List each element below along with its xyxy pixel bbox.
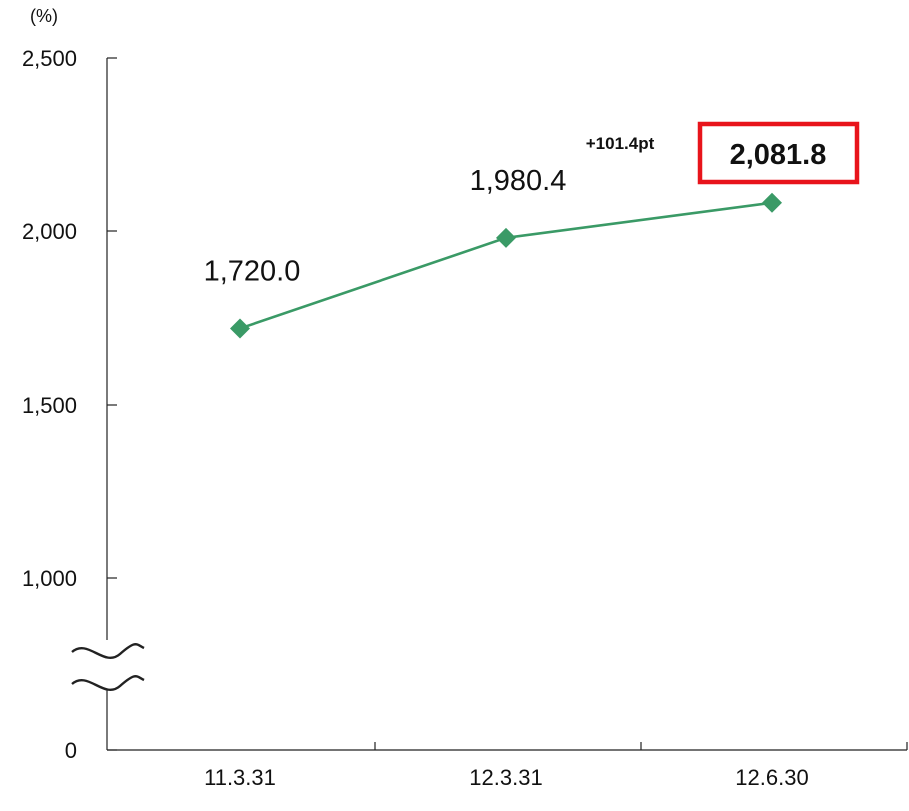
axis-break-icon [71, 640, 145, 691]
data-point-0 [230, 318, 250, 339]
x-tick-label-1: 12.3.31 [469, 765, 542, 790]
data-label-2: 2,081.8 [730, 139, 827, 171]
y-tick-2500: 2,500 [22, 46, 117, 71]
y-tick-1500: 1,500 [22, 393, 117, 418]
y-unit-label: (%) [30, 6, 58, 26]
y-tick-label-2000: 2,000 [22, 219, 77, 244]
y-tick-2000: 2,000 [22, 219, 117, 244]
y-tick-label-2500: 2,500 [22, 46, 77, 71]
data-label-0: 1,720.0 [204, 255, 301, 287]
x-tick-label-2: 12.6.30 [735, 765, 808, 790]
axis-break-mask [100, 640, 114, 690]
data-point-1 [496, 227, 516, 248]
x-tick-label-0: 11.3.31 [204, 765, 276, 790]
y-tick-1000: 1,000 [22, 566, 117, 591]
change-annotation: +101.4pt [586, 134, 655, 153]
data-point-2 [762, 192, 782, 213]
y-tick-label-1000: 1,000 [22, 566, 77, 591]
series-line [239, 201, 773, 330]
y-tick-0: 0 [65, 738, 117, 763]
y-tick-label-0: 0 [65, 738, 77, 763]
y-tick-label-1500: 1,500 [22, 393, 77, 418]
axis-break-wave-1 [71, 643, 145, 659]
data-label-1: 1,980.4 [470, 165, 567, 197]
highlight-box [697, 121, 860, 185]
axis-break-wave-2 [71, 675, 145, 691]
